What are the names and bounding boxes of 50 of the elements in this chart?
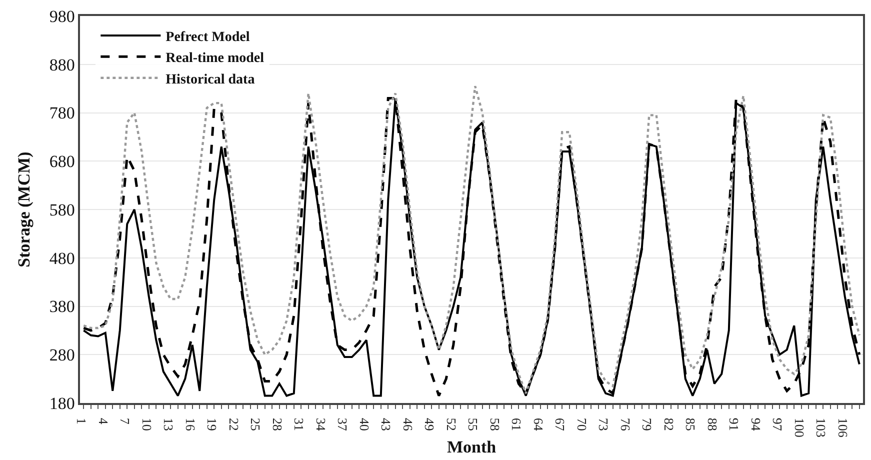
x-tick-label: 73 [596,418,612,431]
x-tick-label: 1 [74,418,90,424]
x-tick-label: 85 [683,418,698,431]
y-tick-label: 980 [49,6,75,26]
y-tick-label: 280 [49,346,75,365]
x-tick-label: 67 [552,418,568,432]
x-tick-label: 61 [509,418,524,431]
x-tick-label: 100 [792,418,807,438]
legend-label: Real-time model [166,51,264,66]
x-tick-label: 91 [726,418,742,431]
x-tick-label: 70 [574,418,590,431]
x-tick-label: 31 [292,418,307,431]
x-tick-label: 4 [96,418,111,425]
x-tick-label: 10 [139,418,154,431]
x-tick-label: 46 [400,418,416,432]
x-tick-label: 43 [378,418,394,431]
x-tick-label: 25 [248,418,264,431]
x-tick-label: 55 [466,418,481,431]
x-tick-label: 97 [770,418,786,432]
x-tick-label: 106 [835,418,850,438]
x-tick-label: 52 [444,418,459,431]
y-tick-label: 880 [49,55,75,74]
x-tick-label: 58 [487,418,502,431]
x-tick-label: 7 [118,418,133,425]
y-tick-label: 380 [49,297,75,316]
x-tick-label: 28 [270,418,285,431]
x-tick-label: 82 [661,418,676,431]
x-tick-label: 13 [161,418,176,431]
y-tick-label: 180 [49,394,75,413]
legend-label: Pefrect Model [166,30,250,45]
x-tick-label: 16 [182,418,198,432]
x-tick-label: 103 [814,418,829,438]
x-tick-label: 88 [704,418,720,431]
y-tick-label: 680 [49,152,75,172]
x-tick-label: 79 [640,418,655,431]
x-tick-label: 76 [618,418,633,432]
y-tick-label: 480 [49,248,75,268]
x-tick-label: 37 [335,418,350,432]
x-tick-label: 64 [530,418,546,432]
x-tick-label: 34 [313,418,328,432]
y-axis-title: Storage (MCM) [14,152,34,268]
legend-label: Historical data [166,72,255,88]
x-tick-label: 94 [748,418,764,432]
x-tick-label: 22 [226,418,242,431]
y-tick-label: 780 [49,104,75,123]
x-tick-label: 49 [422,418,438,431]
x-tick-label: 40 [356,418,372,431]
x-tick-label: 19 [204,418,220,431]
y-tick-label: 580 [49,200,75,220]
x-axis-title: Month [446,438,497,457]
